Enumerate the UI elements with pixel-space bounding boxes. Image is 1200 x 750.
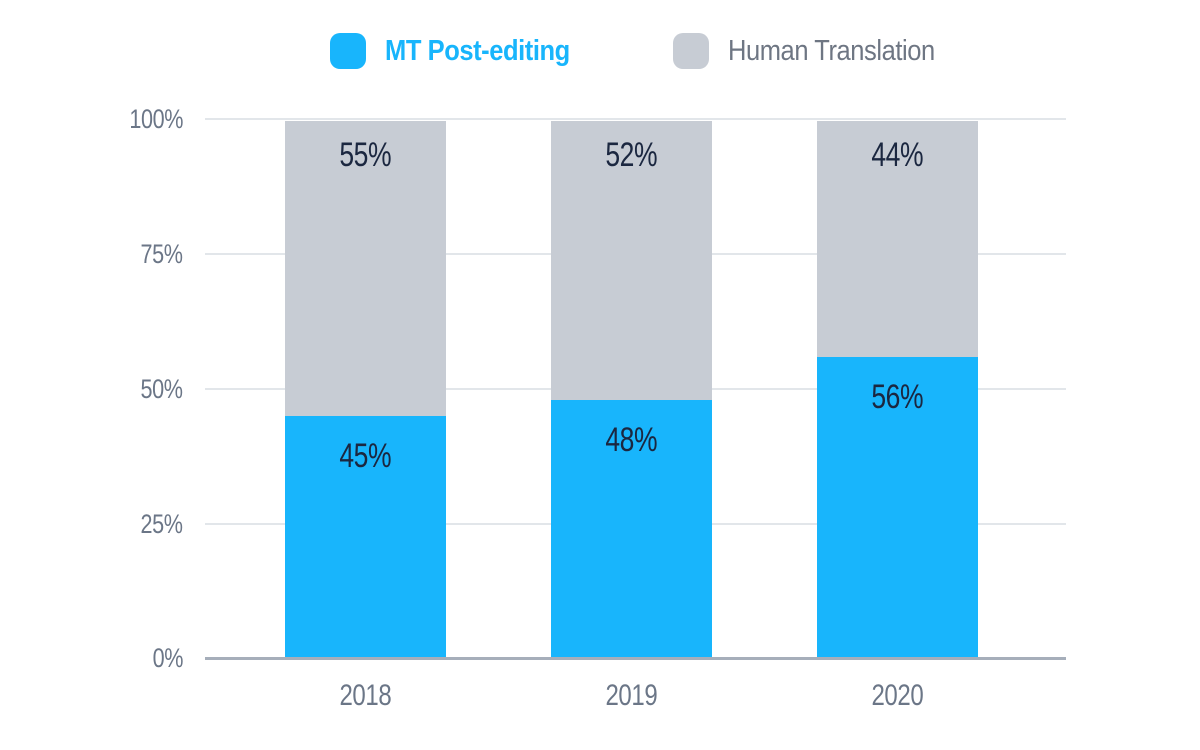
value-label-2019-human: 52% xyxy=(605,136,658,174)
x-label-2018: 2018 xyxy=(339,679,392,712)
legend-item-mt-post-editing[interactable]: MT Post-editing xyxy=(330,33,595,69)
value-label-2018-human: 55% xyxy=(339,136,392,174)
y-tick-75: 75% xyxy=(140,239,183,269)
bar-2019-mt-post-editing-segment[interactable]: 48% xyxy=(551,400,712,658)
bar-2018-mt-post-editing-segment[interactable]: 45% xyxy=(285,416,446,658)
x-label-2020: 2020 xyxy=(871,679,924,712)
bar-2018-human-translation-segment[interactable]: 55% xyxy=(285,121,446,417)
value-label-2020-human: 44% xyxy=(871,136,924,174)
gridline-100 xyxy=(205,118,1066,120)
legend-swatch-human-translation xyxy=(673,33,709,69)
value-label-2020-mt: 56% xyxy=(871,378,924,417)
y-tick-50: 50% xyxy=(140,374,183,404)
bar-2020-human-translation-segment[interactable]: 44% xyxy=(817,121,978,358)
legend-item-human-translation[interactable]: Human Translation xyxy=(673,33,963,69)
bar-2018: 55% 45% xyxy=(285,121,446,658)
bar-2019: 52% 48% xyxy=(551,121,712,658)
legend-label-human-translation: Human Translation xyxy=(728,34,935,67)
value-label-2018-mt: 45% xyxy=(339,437,392,476)
legend-label-mt-post-editing: MT Post-editing xyxy=(385,34,570,67)
bar-2019-human-translation-segment[interactable]: 52% xyxy=(551,121,712,401)
bar-2020: 44% 56% xyxy=(817,121,978,658)
y-tick-100: 100% xyxy=(129,104,183,134)
y-tick-25: 25% xyxy=(140,509,183,539)
legend-swatch-mt-post-editing xyxy=(330,33,366,69)
x-label-2019: 2019 xyxy=(605,679,658,712)
x-axis-line xyxy=(205,657,1066,660)
bar-2020-mt-post-editing-segment[interactable]: 56% xyxy=(817,357,978,658)
value-label-2019-mt: 48% xyxy=(605,421,658,460)
y-tick-0: 0% xyxy=(152,643,184,673)
